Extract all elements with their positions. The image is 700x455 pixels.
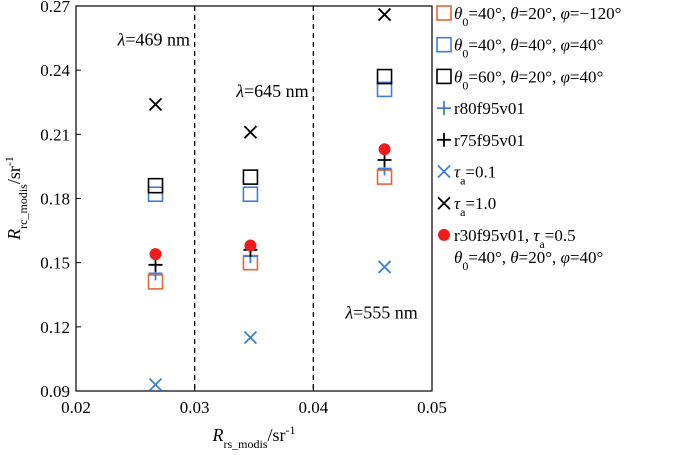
wavelength-annotation: λ=645 nm [235,81,308,101]
legend-label-8-line2: θ0=40°, θ=20°, φ=40° [454,248,603,273]
y-tick-label: 0.12 [40,318,70,337]
legend-label-1: θ0=40°, θ=20°, φ=−120° [454,4,621,29]
data-point-series-3 [242,169,259,185]
data-point-series-2 [147,186,164,203]
wavelength-annotation: λ=555 nm [344,302,417,322]
legend-marker-7 [437,196,451,210]
x-tick-label: 0.05 [417,398,447,417]
legend-marker-6 [437,164,451,179]
legend-label-5: r75f95v01 [454,131,525,150]
data-point-series-7 [243,125,258,139]
data-point-series-6 [377,260,392,274]
y-tick-label: 0.24 [40,61,70,80]
legend-label-2: θ0=40°, θ=40°, φ=40° [454,36,603,61]
y-tick-label: 0.18 [40,190,70,209]
data-point-series-5 [377,153,392,167]
x-tick-label: 0.04 [298,398,328,417]
y-tick-label: 0.09 [40,382,70,401]
wavelength-annotation: λ=469 nm [117,30,190,50]
legend-marker-4 [437,101,451,116]
data-point-series-8 [378,143,391,156]
data-point-series-7 [377,7,392,22]
data-point-series-2 [376,81,393,98]
data-point-series-7 [148,97,163,112]
y-tick-label: 0.15 [40,254,70,273]
data-point-series-5 [148,257,163,272]
y-tick-label: 0.21 [40,125,70,144]
data-point-series-3 [147,177,164,194]
data-point-series-6 [243,330,258,345]
legend-label-3: θ0=60°, θ=20°, φ=40° [454,67,603,92]
legend-marker-5 [437,132,451,147]
data-point-series-2 [242,186,259,203]
y-tick-label: 0.27 [40,0,70,16]
legend-label-6: τa=0.1 [454,163,496,188]
y-axis-label: Rrc_modis/sr-1 [2,156,30,241]
data-point-series-3 [376,68,393,85]
legend-marker-3 [436,68,452,85]
legend-label-7: τa=1.0 [454,194,496,219]
data-point-series-6 [148,377,163,392]
legend-marker-2 [436,36,452,53]
x-tick-label: 0.03 [180,398,210,417]
x-axis-label: Rrs_modis/sr-1 [211,423,295,451]
legend-marker-1 [436,5,452,21]
legend-label-4: r80f95v01 [454,99,525,118]
data-point-series-8 [149,248,162,261]
x-tick-label: 0.02 [61,398,91,417]
legend-marker-8 [438,228,450,241]
data-point-series-8 [244,239,257,252]
